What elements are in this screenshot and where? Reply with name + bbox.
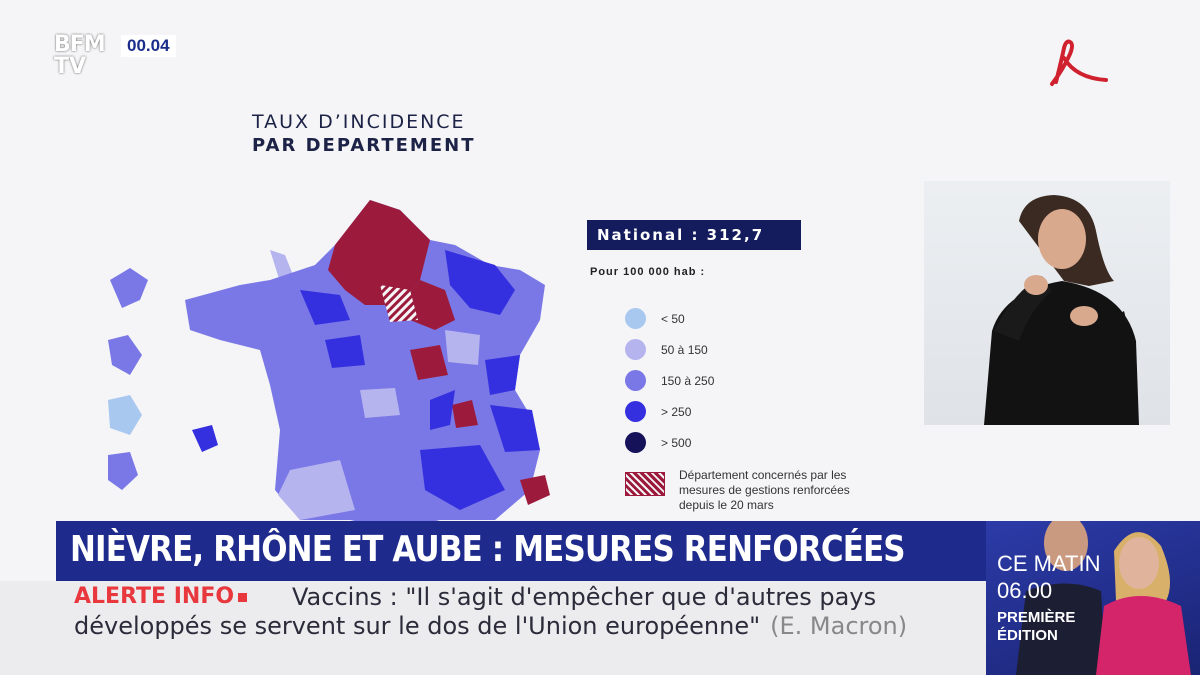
ticker-line2-text: développés se servent sur le dos de l'Un… [74, 612, 761, 640]
legend-swatch [625, 432, 646, 453]
bfmtv-logo: BFM TV [54, 34, 120, 86]
logo-line1: BFM [54, 32, 106, 57]
promo-edition-line1: PREMIÈRE [997, 609, 1076, 626]
title-line2: PAR DEPARTEMENT [252, 135, 476, 156]
interpreter-figure [984, 195, 1139, 425]
legend-label: > 250 [661, 404, 692, 419]
news-ticker [0, 581, 986, 675]
legend-label: < 50 [661, 311, 685, 326]
clock: 00.04 [121, 35, 176, 57]
red-ribbon-icon [1050, 39, 1108, 86]
legend-item: < 50 [625, 303, 714, 334]
legend-item: > 250 [625, 396, 714, 427]
hatch-swatch [625, 472, 665, 496]
legend-label: > 500 [661, 435, 692, 450]
per-population-label: Pour 100 000 hab : [590, 266, 706, 278]
promo-show-name: CE MATIN [997, 551, 1101, 576]
tv-slide: BFM TV 00.04 TAUX D’INCIDENCE PAR DEPART… [0, 0, 1200, 585]
legend-swatch [625, 370, 646, 391]
promo-edition-line2: ÉDITION [997, 627, 1058, 644]
legend-item: 150 à 250 [625, 365, 714, 396]
alert-square-icon [238, 592, 248, 602]
headline-text: NIÈVRE, RHÔNE ET AUBE : MESURES RENFORCÉ… [70, 529, 906, 570]
sign-language-interpreter-video [924, 181, 1170, 425]
legend-swatch [625, 339, 646, 360]
legend-label: 50 à 150 [661, 342, 708, 357]
ticker-line2: développés se servent sur le dos de l'Un… [74, 612, 907, 640]
ticker-source: (E. Macron) [770, 612, 908, 640]
presenters-photo [1016, 521, 1191, 675]
france-incidence-map [108, 200, 550, 530]
legend-item: 50 à 150 [625, 334, 714, 365]
hatch-legend-item: Département concernés par les mesures de… [625, 468, 859, 513]
legend-item: > 500 [625, 427, 714, 458]
show-promo: CE MATIN 06.00 PREMIÈRE ÉDITION [986, 521, 1200, 675]
promo-show-time: 06.00 [997, 578, 1053, 603]
ticker-line1: Vaccins : "Il s'agit d'empêcher que d'au… [292, 583, 877, 611]
hatch-legend-label: Département concernés par les mesures de… [679, 468, 850, 512]
title-line1: TAUX D’INCIDENCE [252, 111, 466, 133]
alert-info-label: ALERTE INFO [74, 584, 248, 609]
logo-line2: TV [54, 54, 87, 79]
legend-swatch [625, 401, 646, 422]
alert-info-text: ALERTE INFO [74, 584, 235, 609]
headline-banner: NIÈVRE, RHÔNE ET AUBE : MESURES RENFORCÉ… [56, 521, 986, 581]
map-legend: < 50 50 à 150 150 à 250 > 250 > 500 [625, 303, 714, 458]
legend-label: 150 à 250 [661, 373, 715, 388]
slide-title: TAUX D’INCIDENCE PAR DEPARTEMENT [252, 110, 512, 158]
legend-swatch [625, 308, 646, 329]
national-rate-badge: National : 312,7 [587, 220, 801, 250]
